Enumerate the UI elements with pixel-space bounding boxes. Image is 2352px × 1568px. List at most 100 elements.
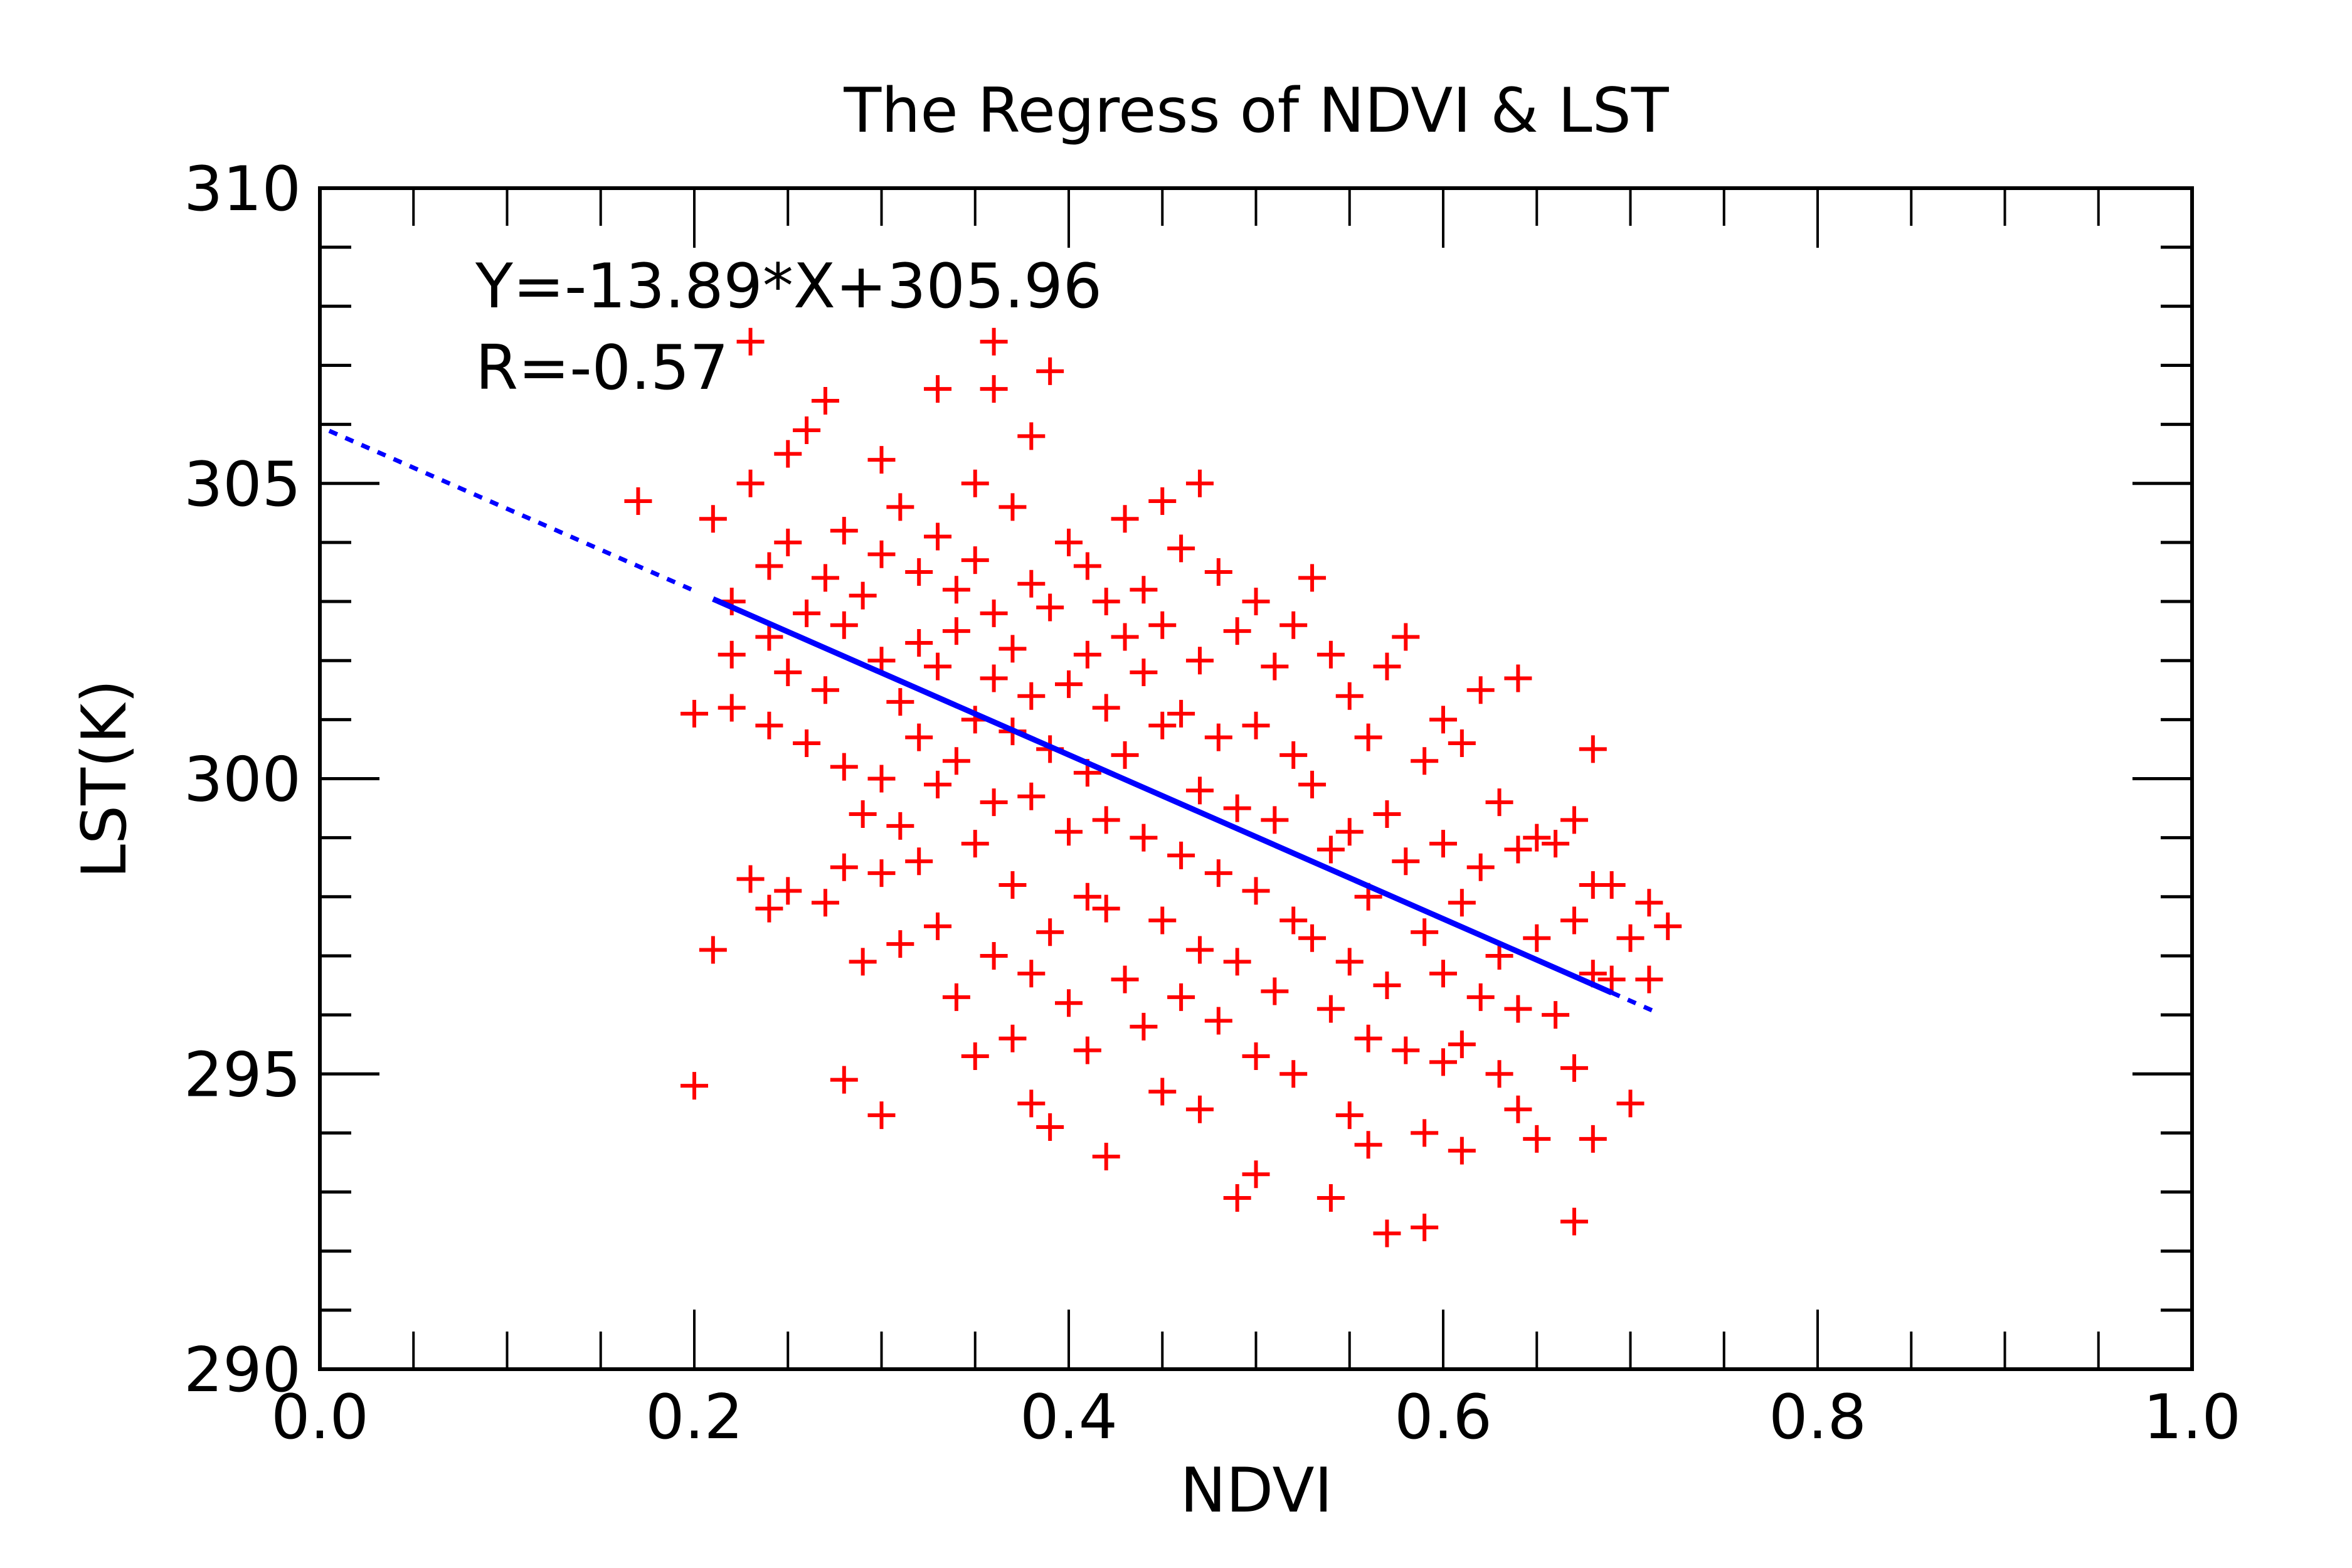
data-point <box>1204 859 1232 887</box>
data-point <box>1167 699 1195 728</box>
data-point <box>1111 741 1139 769</box>
data-point <box>1466 983 1495 1011</box>
data-point <box>830 517 858 545</box>
data-point <box>1092 588 1120 616</box>
data-point <box>1298 924 1327 952</box>
data-point <box>1130 659 1158 687</box>
data-point <box>905 847 933 876</box>
data-point <box>811 386 839 415</box>
data-point <box>1055 818 1083 846</box>
data-point <box>1148 711 1177 739</box>
data-point <box>1335 948 1364 976</box>
data-point <box>1560 906 1588 935</box>
data-point <box>1073 1036 1101 1064</box>
data-point <box>1261 806 1289 834</box>
data-point <box>1316 1184 1345 1212</box>
data-point <box>1504 664 1532 692</box>
r-label: R=-0.57 <box>475 332 729 404</box>
x-tick-label: 0.4 <box>1020 1382 1118 1453</box>
data-point <box>1204 723 1232 751</box>
data-point <box>1335 1101 1364 1130</box>
data-point <box>1092 1143 1120 1171</box>
data-point <box>1167 841 1195 869</box>
data-point <box>942 576 970 604</box>
data-point <box>867 540 896 568</box>
data-point <box>1223 617 1251 645</box>
data-point <box>830 753 858 781</box>
data-point <box>774 440 802 468</box>
data-point <box>830 611 858 639</box>
data-point <box>942 617 970 645</box>
data-point <box>980 327 1008 356</box>
data-point <box>942 983 970 1011</box>
data-point <box>1148 1078 1177 1106</box>
x-tick-label: 0.0 <box>271 1382 369 1453</box>
data-point <box>1242 588 1270 616</box>
data-point <box>1560 806 1588 834</box>
x-tick-label: 0.6 <box>1394 1382 1492 1453</box>
data-point <box>774 528 802 556</box>
data-point <box>1055 989 1083 1017</box>
data-point <box>867 446 896 474</box>
data-point <box>1185 1095 1214 1123</box>
data-point <box>905 723 933 751</box>
data-point <box>1485 788 1513 817</box>
data-point <box>1130 576 1158 604</box>
data-point <box>1373 652 1401 681</box>
data-point <box>1036 1113 1064 1141</box>
data-point <box>811 564 839 592</box>
data-point <box>1279 611 1308 639</box>
data-point <box>1279 906 1308 935</box>
data-point <box>1429 1048 1457 1076</box>
data-point <box>1523 924 1551 952</box>
data-point <box>681 1072 708 1100</box>
data-point <box>1354 1024 1382 1052</box>
data-point <box>1448 889 1476 917</box>
data-point <box>1017 1089 1046 1118</box>
data-point <box>1542 830 1570 858</box>
data-point <box>1092 894 1120 923</box>
data-point <box>1167 534 1195 563</box>
data-point <box>905 558 933 586</box>
data-point <box>681 699 708 728</box>
data-point <box>961 546 989 575</box>
data-point <box>1223 948 1251 976</box>
data-point <box>1167 983 1195 1011</box>
regression-solid <box>712 596 1613 995</box>
x-tick-label: 0.8 <box>1769 1382 1867 1453</box>
data-point <box>1185 647 1214 675</box>
data-point <box>1335 682 1364 710</box>
data-point <box>624 487 652 515</box>
data-point <box>980 599 1008 627</box>
data-point <box>867 1101 896 1130</box>
data-point <box>999 493 1027 521</box>
data-point <box>755 552 783 580</box>
data-point <box>924 375 952 403</box>
data-point <box>1373 972 1401 1000</box>
data-point <box>793 729 821 758</box>
data-point <box>1223 794 1251 822</box>
data-point <box>1597 965 1626 993</box>
data-point <box>1635 965 1663 993</box>
data-point <box>1560 1054 1588 1082</box>
y-tick-label: 305 <box>184 449 301 521</box>
axes: 0.0 0.2 0.4 0.6 0.8 1.0 290 295 300 305 310 <box>184 154 2241 1453</box>
data-point <box>1017 422 1046 450</box>
data-point <box>999 1024 1027 1052</box>
data-point <box>736 469 765 497</box>
data-point <box>1373 800 1401 828</box>
data-point <box>1185 469 1214 497</box>
data-point <box>699 505 727 533</box>
y-tick-label: 295 <box>184 1039 301 1111</box>
data-point <box>849 800 877 828</box>
data-point <box>1073 640 1101 669</box>
data-point <box>980 788 1008 817</box>
data-point <box>1504 995 1532 1023</box>
data-point <box>736 327 765 356</box>
data-point <box>1279 741 1308 769</box>
data-point <box>1392 847 1420 876</box>
data-point <box>774 659 802 687</box>
data-point <box>1036 357 1064 385</box>
data-point <box>1448 1136 1476 1165</box>
data-point <box>1466 853 1495 881</box>
